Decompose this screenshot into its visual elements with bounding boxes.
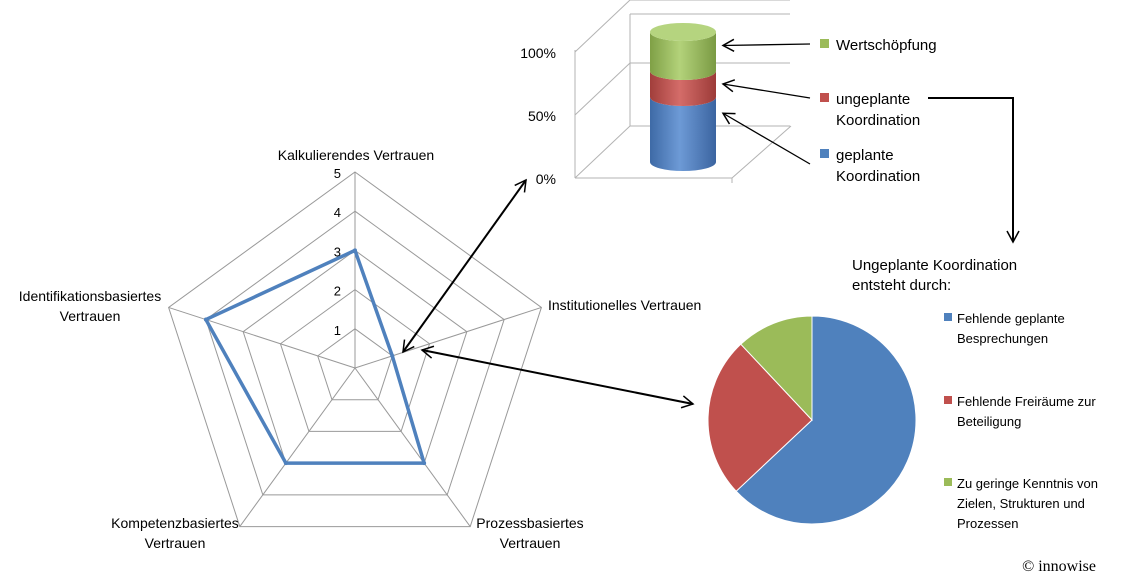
cylinder-legend-arrow — [721, 112, 811, 165]
pie-legend-label-line: Zu geringe Kenntnis von — [957, 476, 1098, 491]
radar-tick-label: 1 — [334, 323, 341, 338]
cylinder-legend-swatch — [820, 149, 829, 158]
radar-data-point — [203, 317, 208, 322]
cylinder-floor-right — [731, 125, 792, 179]
pie-legend-label: Zu geringe Kenntnis von Zielen, Strukture… — [957, 476, 1098, 531]
cylinder-legend-label-line: Wertschöpfung — [836, 37, 937, 54]
radar-axis-label: Prozessbasiertes Vertrauen — [476, 515, 583, 551]
radar-data-point — [390, 353, 395, 358]
cylinder-legend-label: geplante Koordination — [836, 147, 920, 185]
pie-legend-label-line: Besprechungen — [957, 331, 1048, 346]
pie-legend-swatch — [944, 478, 952, 486]
pie-slice — [707, 343, 813, 492]
pie-legend-swatch — [944, 313, 952, 321]
cylinder-segment — [650, 97, 716, 171]
radar-axis-label-line: Prozessbasiertes — [476, 515, 583, 531]
pie-chart: Ungeplante Koordination entsteht durch: Fe… — [707, 257, 1098, 531]
cylinder-top-cap — [650, 23, 716, 41]
pie-title-line: Ungeplante Koordination — [852, 257, 1017, 274]
pie-legend-label-line: Zielen, Strukturen und — [957, 496, 1085, 511]
pie-legend-label: Fehlende Freiräume zur Beteiligung — [957, 394, 1096, 429]
radar-axis-label-line: Kalkulierendes Vertrauen — [278, 147, 434, 163]
radar-data-point — [422, 461, 427, 466]
radar-axis-label-line: Kompetenzbasiertes — [111, 515, 239, 531]
pie-legend-label-line: Prozessen — [957, 516, 1018, 531]
radar-axis-label-line: Identifikationsbasiertes — [19, 288, 161, 304]
pie-legend-label-line: Fehlende Freiräume zur — [957, 394, 1096, 409]
radar-tick-label: 5 — [334, 166, 341, 181]
arrow-radar-to-pie — [420, 345, 695, 409]
copyright-text: © innowise — [1022, 558, 1096, 575]
cylinder-legend-label-line: Koordination — [836, 168, 920, 185]
radar-data-point — [283, 461, 288, 466]
cylinder-legend-label-line: geplante — [836, 147, 894, 164]
connector-arrows — [402, 97, 1020, 409]
radar-spoke — [239, 367, 356, 527]
radar-axis-label-line: Vertrauen — [60, 308, 121, 324]
radar-spoke — [354, 306, 542, 369]
pie-legend-swatch — [944, 396, 952, 404]
radar-axis-label: Kalkulierendes Vertrauen — [278, 147, 434, 163]
radar-axis-label: Identifikationsbasiertes Vertrauen — [19, 288, 161, 324]
stacked-cylinder-chart: 0% 50% 100% geplante Koordination ungeplante K… — [520, 0, 937, 187]
radar-axis-label: Institutionelles Vertrauen — [548, 297, 701, 313]
cylinder-legend-label: Wertschöpfung — [836, 37, 937, 54]
cylinder-legend-label: ungeplante Koordination — [836, 91, 920, 129]
pie-legend-label-line: Fehlende geplante — [957, 311, 1065, 326]
radar-data-point — [353, 248, 357, 253]
radar-axis-label: Kompetenzbasiertes Vertrauen — [111, 515, 239, 551]
cylinder-y-tick-label: 50% — [528, 108, 556, 124]
pie-title-line: entsteht durch: — [852, 277, 951, 294]
cylinder-legend-label-line: Koordination — [836, 112, 920, 129]
radar-axis-label-line: Vertrauen — [145, 535, 206, 551]
radar-tick-label: 3 — [334, 244, 341, 259]
pie-title: Ungeplante Koordination entsteht durch: — [852, 257, 1017, 294]
cylinder-y-tick-label: 100% — [520, 45, 556, 61]
cylinder-legend-arrow — [721, 79, 811, 99]
cylinder-side-gridline — [574, 125, 631, 179]
cylinder-side-gridline — [574, 62, 631, 116]
pie-slice — [735, 315, 917, 525]
cylinder-segment — [650, 32, 716, 80]
radar-grid-ring — [317, 328, 393, 401]
pie-legend-label: Fehlende geplante Besprechungen — [957, 311, 1065, 346]
arrow-ungeplant-to-pie — [928, 97, 1020, 244]
radar-spoke — [354, 367, 471, 527]
radar-axis-label-line: Institutionelles Vertrauen — [548, 297, 701, 313]
radar-spoke — [168, 306, 356, 369]
radar-tick-label: 2 — [334, 284, 341, 299]
cylinder-legend-arrow — [721, 38, 811, 52]
cylinder-side-gridline — [574, 0, 631, 53]
cylinder-legend-label-line: ungeplante — [836, 91, 910, 108]
pie-legend-label-line: Beteiligung — [957, 414, 1021, 429]
cylinder-legend-swatch — [820, 39, 829, 48]
pie-slice — [740, 315, 813, 422]
cylinder-y-tick-label: 0% — [536, 171, 556, 187]
radar-axis-label-line: Vertrauen — [500, 535, 561, 551]
radar-chart: 1 2 3 4 5 Kalkulierendes Vertrauen Institution… — [19, 147, 702, 551]
cylinder-segment — [650, 71, 716, 106]
arrow-radar-to-cylinder — [402, 178, 527, 354]
radar-series-line — [204, 248, 426, 465]
radar-tick-label: 4 — [334, 205, 341, 220]
cylinder-legend-swatch — [820, 93, 829, 102]
